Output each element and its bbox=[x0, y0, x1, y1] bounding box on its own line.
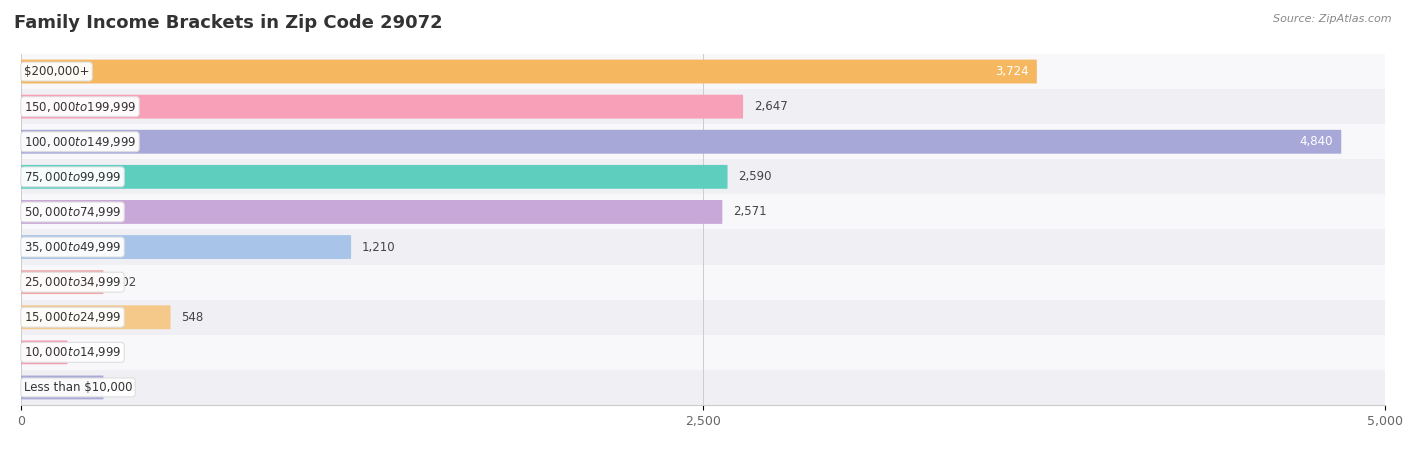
FancyBboxPatch shape bbox=[21, 94, 744, 119]
FancyBboxPatch shape bbox=[21, 235, 351, 259]
FancyBboxPatch shape bbox=[21, 200, 723, 224]
Text: $100,000 to $149,999: $100,000 to $149,999 bbox=[24, 135, 136, 149]
Bar bbox=[21, 300, 1385, 335]
Text: 2,571: 2,571 bbox=[734, 206, 766, 218]
Text: 548: 548 bbox=[181, 311, 204, 324]
Text: $50,000 to $74,999: $50,000 to $74,999 bbox=[24, 205, 121, 219]
Text: Family Income Brackets in Zip Code 29072: Family Income Brackets in Zip Code 29072 bbox=[14, 14, 443, 32]
Bar bbox=[21, 124, 1385, 159]
Bar bbox=[21, 194, 1385, 230]
Bar bbox=[21, 265, 1385, 300]
Text: Source: ZipAtlas.com: Source: ZipAtlas.com bbox=[1274, 14, 1392, 23]
Bar bbox=[21, 335, 1385, 370]
Text: 2,590: 2,590 bbox=[738, 171, 772, 183]
Bar bbox=[21, 159, 1385, 194]
Text: 302: 302 bbox=[114, 276, 136, 288]
FancyBboxPatch shape bbox=[21, 59, 1036, 84]
Text: 170: 170 bbox=[79, 346, 101, 359]
FancyBboxPatch shape bbox=[21, 340, 67, 364]
Text: $35,000 to $49,999: $35,000 to $49,999 bbox=[24, 240, 121, 254]
Text: $25,000 to $34,999: $25,000 to $34,999 bbox=[24, 275, 121, 289]
FancyBboxPatch shape bbox=[21, 165, 727, 189]
Text: 1,210: 1,210 bbox=[363, 241, 395, 253]
Text: $200,000+: $200,000+ bbox=[24, 65, 90, 78]
Text: 302: 302 bbox=[114, 381, 136, 394]
Text: $75,000 to $99,999: $75,000 to $99,999 bbox=[24, 170, 121, 184]
Text: 3,724: 3,724 bbox=[995, 65, 1029, 78]
Bar bbox=[21, 89, 1385, 124]
Bar bbox=[21, 54, 1385, 89]
FancyBboxPatch shape bbox=[21, 270, 104, 294]
Bar bbox=[21, 370, 1385, 405]
Text: $15,000 to $24,999: $15,000 to $24,999 bbox=[24, 310, 121, 324]
Text: 2,647: 2,647 bbox=[754, 100, 787, 113]
FancyBboxPatch shape bbox=[21, 130, 1341, 154]
FancyBboxPatch shape bbox=[21, 375, 104, 400]
Text: $150,000 to $199,999: $150,000 to $199,999 bbox=[24, 99, 136, 114]
Text: $10,000 to $14,999: $10,000 to $14,999 bbox=[24, 345, 121, 360]
Bar bbox=[21, 230, 1385, 265]
Text: 4,840: 4,840 bbox=[1299, 135, 1333, 148]
Text: Less than $10,000: Less than $10,000 bbox=[24, 381, 132, 394]
FancyBboxPatch shape bbox=[21, 305, 170, 329]
